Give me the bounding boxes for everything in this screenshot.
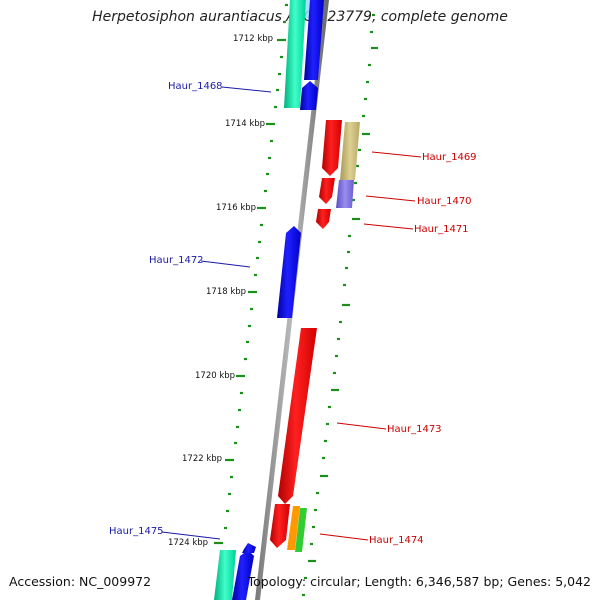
accession-text: Accession: NC_009972 — [9, 574, 152, 589]
cog-feature-1474-green[interactable] — [295, 508, 307, 552]
gene-haur-1475[interactable] — [232, 550, 254, 600]
label-haur-1472[interactable]: Haur_1472 — [149, 255, 204, 266]
ruler-label-1720: 1720 kbp — [195, 371, 235, 381]
leader-haur-1474 — [319, 533, 369, 541]
ruler-label-1714: 1714 kbp — [225, 119, 265, 129]
leader-haur-1475 — [161, 531, 221, 540]
gene-haur-1472[interactable] — [277, 226, 301, 318]
leader-haur-1469 — [371, 151, 422, 158]
gene-haur-1469[interactable] — [322, 120, 342, 176]
ruler-label-1718: 1718 kbp — [206, 287, 246, 297]
label-haur-1474[interactable]: Haur_1474 — [369, 535, 424, 546]
gene-haur-1470[interactable] — [319, 178, 335, 204]
gene-haur-1475-small[interactable] — [242, 543, 256, 553]
gene-haur-1474[interactable] — [270, 504, 290, 548]
outer-ticks — [302, 13, 378, 597]
gene-haur-1473[interactable] — [278, 328, 317, 504]
gene-haur-1471[interactable] — [316, 209, 331, 229]
cog-feature-1469[interactable] — [340, 122, 360, 180]
leader-haur-1473 — [336, 422, 387, 430]
label-haur-1469[interactable]: Haur_1469 — [422, 152, 477, 163]
label-haur-1475[interactable]: Haur_1475 — [109, 526, 164, 537]
cog-feature-1468[interactable] — [284, 0, 306, 108]
cog-feature-1470[interactable] — [336, 180, 354, 208]
label-haur-1470[interactable]: Haur_1470 — [417, 196, 472, 207]
ruler-label-1722: 1722 kbp — [182, 454, 222, 464]
ruler-label-1724: 1724 kbp — [168, 538, 208, 548]
ruler-label-1712: 1712 kbp — [233, 34, 273, 44]
gene-haur-1468[interactable] — [304, 0, 324, 80]
gene-haur-1468-arrow[interactable] — [300, 81, 318, 110]
cog-feature-1475[interactable] — [214, 550, 236, 600]
leader-haur-1472 — [200, 260, 251, 268]
genome-summary-text: Topology: circular; Length: 6,346,587 bp… — [247, 574, 591, 589]
label-haur-1471[interactable]: Haur_1471 — [414, 224, 469, 235]
label-haur-1468[interactable]: Haur_1468 — [168, 81, 223, 92]
label-haur-1473[interactable]: Haur_1473 — [387, 424, 442, 435]
leader-haur-1468 — [221, 86, 272, 93]
leader-haur-1471 — [363, 223, 414, 230]
leader-haur-1470 — [365, 195, 416, 202]
cog-feature-1474-orange[interactable] — [287, 506, 300, 550]
ruler-label-1716: 1716 kbp — [216, 203, 256, 213]
